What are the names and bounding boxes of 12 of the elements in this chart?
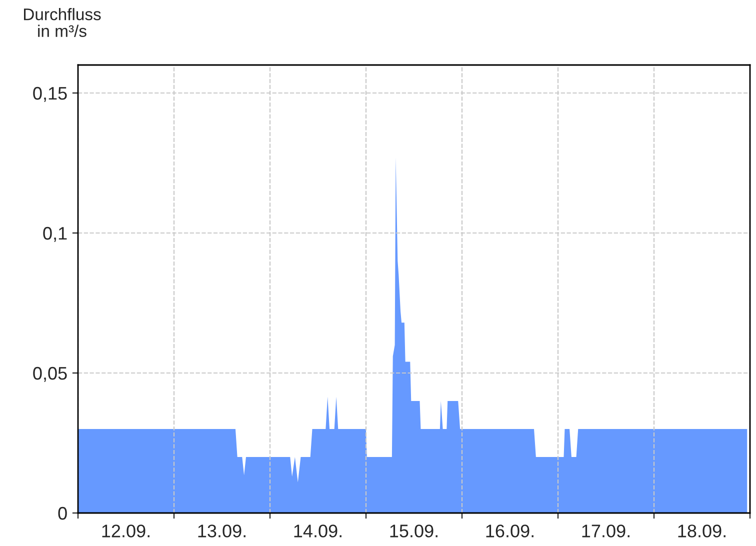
- x-tick-label: 16.09.: [486, 524, 534, 538]
- y-axis-title: Durchfluss in m³/s: [24, 8, 101, 37]
- y-tick-label: 0,15: [33, 86, 67, 102]
- y-tick-label: 0,05: [33, 366, 67, 382]
- x-tick-label: 15.09.: [390, 524, 438, 538]
- y-tick-label: 0: [58, 506, 67, 520]
- x-tick-label: 17.09.: [582, 524, 630, 538]
- x-tick-label: 14.09.: [294, 524, 342, 538]
- y-tick-label: 0,1: [43, 226, 67, 242]
- x-tick-label: 13.09.: [198, 524, 246, 538]
- x-tick-label: 12.09.: [102, 524, 150, 538]
- x-tick-label: 18.09.: [678, 524, 726, 538]
